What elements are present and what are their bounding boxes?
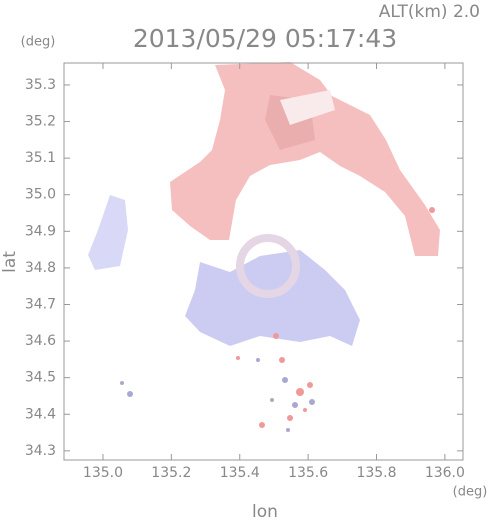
negative-echo — [185, 250, 360, 346]
x-tick-label: 135.0 — [83, 465, 123, 481]
x-axis-label: lon — [252, 502, 278, 521]
y-tick-label: 34.6 — [25, 333, 56, 349]
y-tick-label: 35.0 — [25, 187, 56, 203]
x-tick-label: 136.0 — [425, 465, 465, 481]
y-tick-label: 35.3 — [25, 77, 56, 93]
altitude-annotation: ALT(km) 2.0 — [379, 2, 480, 22]
y-tick-label: 34.5 — [25, 370, 56, 386]
y-tick-label: 34.9 — [25, 223, 56, 239]
scattered-echo — [120, 358, 315, 432]
x-tick-label: 135.2 — [151, 465, 191, 481]
y-tick-label: 34.8 — [25, 260, 56, 276]
y-axis-label: lat — [0, 251, 20, 273]
ring-echo — [236, 234, 300, 298]
y-tick-label: 34.7 — [25, 296, 56, 312]
echo-field — [88, 62, 440, 432]
plot-frame — [63, 62, 464, 461]
x-tick-label: 135.8 — [356, 465, 396, 481]
y-tick-label: 34.3 — [25, 443, 56, 459]
weak-echo — [280, 90, 335, 125]
x-tick-label: 135.6 — [288, 465, 328, 481]
chart-title: 2013/05/29 05:17:43 — [133, 24, 397, 53]
y-tick-label: 35.1 — [25, 150, 56, 166]
y-tick-label: 35.2 — [25, 114, 56, 130]
positive-echo — [170, 62, 440, 256]
scattered-echo — [236, 207, 435, 428]
x-tick-label: 135.4 — [220, 465, 260, 481]
negative-echo — [88, 195, 128, 270]
x-unit: (deg) — [453, 485, 488, 500]
y-tick-label: 34.4 — [25, 406, 56, 422]
y-unit: (deg) — [21, 35, 56, 50]
